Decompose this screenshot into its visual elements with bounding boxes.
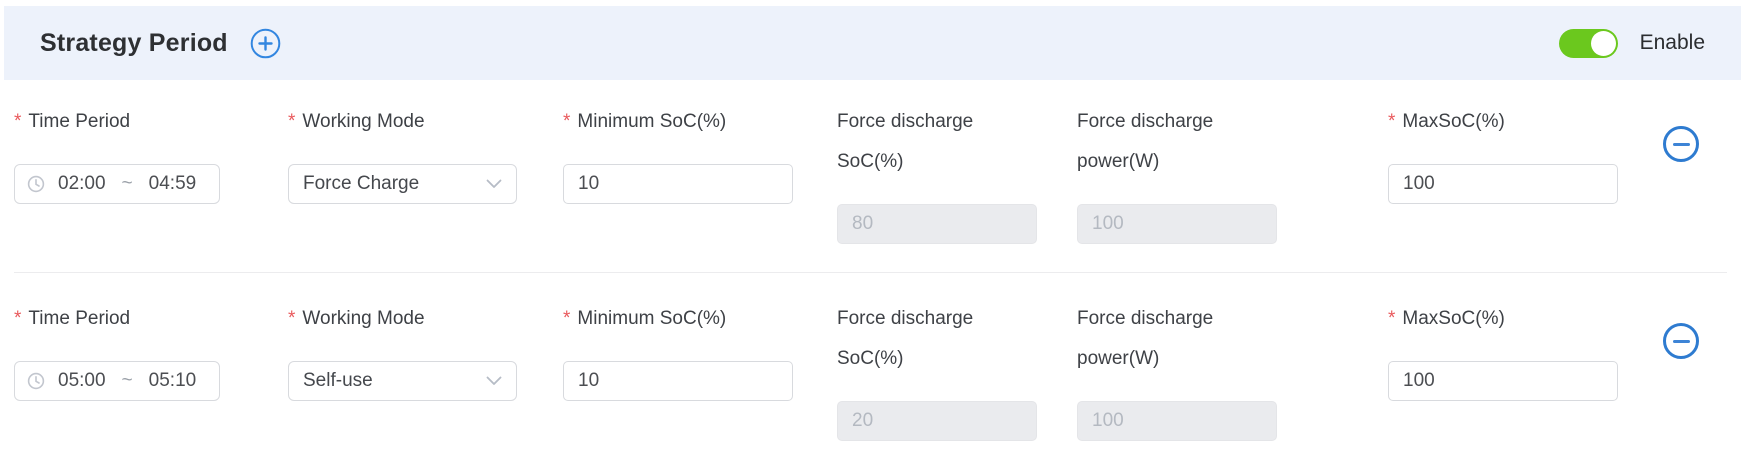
required-asterisk: * bbox=[14, 308, 22, 329]
minus-icon bbox=[1672, 339, 1690, 343]
max-soc-label: * MaxSoC(%) bbox=[1388, 102, 1618, 142]
time-period-label: * Time Period bbox=[14, 102, 220, 142]
working-mode-select[interactable]: Self-use bbox=[288, 361, 517, 401]
force-discharge-power-input bbox=[1077, 204, 1277, 244]
working-mode-value: Force Charge bbox=[303, 173, 420, 194]
remove-period-button[interactable] bbox=[1663, 323, 1699, 359]
force-discharge-soc-input bbox=[837, 401, 1037, 441]
strategy-period-row: * Time Period 05:00 ~ 05:10 * Working Mo… bbox=[0, 273, 1741, 441]
strategy-period-row: * Time Period 02:00 ~ 04:59 * Working Mo… bbox=[0, 80, 1741, 272]
enable-label: Enable bbox=[1639, 31, 1705, 54]
time-period-picker[interactable]: 05:00 ~ 05:10 bbox=[14, 361, 220, 401]
time-start-value[interactable]: 02:00 bbox=[58, 173, 106, 194]
page-title: Strategy Period bbox=[40, 28, 228, 57]
strategy-period-header: Strategy Period Enable bbox=[4, 6, 1741, 80]
time-end-value[interactable]: 05:10 bbox=[148, 370, 197, 391]
required-asterisk: * bbox=[288, 111, 296, 132]
time-end-value[interactable]: 04:59 bbox=[148, 173, 197, 194]
minimum-soc-input[interactable] bbox=[563, 164, 793, 204]
minimum-soc-label: * Minimum SoC(%) bbox=[563, 299, 793, 339]
time-start-value[interactable]: 05:00 bbox=[58, 370, 106, 391]
minus-icon bbox=[1672, 142, 1690, 146]
force-discharge-power-label: Force discharge power(W) bbox=[1077, 111, 1214, 172]
force-discharge-soc-label: Force discharge SoC(%) bbox=[837, 308, 974, 369]
max-soc-input[interactable] bbox=[1388, 164, 1618, 204]
plus-circle-icon bbox=[250, 28, 281, 59]
required-asterisk: * bbox=[1388, 111, 1396, 132]
force-discharge-power-input bbox=[1077, 401, 1277, 441]
max-soc-label: * MaxSoC(%) bbox=[1388, 299, 1618, 339]
time-range-separator: ~ bbox=[121, 370, 133, 391]
enable-toggle[interactable] bbox=[1558, 28, 1618, 58]
toggle-knob bbox=[1590, 30, 1616, 56]
required-asterisk: * bbox=[14, 111, 22, 132]
required-asterisk: * bbox=[563, 308, 571, 329]
minimum-soc-label: * Minimum SoC(%) bbox=[563, 102, 793, 142]
clock-icon bbox=[27, 372, 45, 390]
working-mode-select[interactable]: Force Charge bbox=[288, 164, 517, 204]
chevron-down-icon bbox=[486, 376, 502, 386]
chevron-down-icon bbox=[486, 179, 502, 189]
row-divider bbox=[14, 272, 1727, 273]
force-discharge-power-label: Force discharge power(W) bbox=[1077, 308, 1214, 369]
working-mode-value: Self-use bbox=[303, 370, 373, 391]
working-mode-label: * Working Mode bbox=[288, 299, 517, 339]
time-range-separator: ~ bbox=[121, 173, 133, 194]
force-discharge-soc-label: Force discharge SoC(%) bbox=[837, 111, 974, 172]
force-discharge-soc-input bbox=[837, 204, 1037, 244]
add-period-button[interactable] bbox=[250, 28, 281, 59]
working-mode-label: * Working Mode bbox=[288, 102, 517, 142]
required-asterisk: * bbox=[563, 111, 571, 132]
remove-period-button[interactable] bbox=[1663, 126, 1699, 162]
minimum-soc-input[interactable] bbox=[563, 361, 793, 401]
time-period-picker[interactable]: 02:00 ~ 04:59 bbox=[14, 164, 220, 204]
max-soc-input[interactable] bbox=[1388, 361, 1618, 401]
time-period-label: * Time Period bbox=[14, 299, 220, 339]
required-asterisk: * bbox=[1388, 308, 1396, 329]
required-asterisk: * bbox=[288, 308, 296, 329]
clock-icon bbox=[27, 175, 45, 193]
